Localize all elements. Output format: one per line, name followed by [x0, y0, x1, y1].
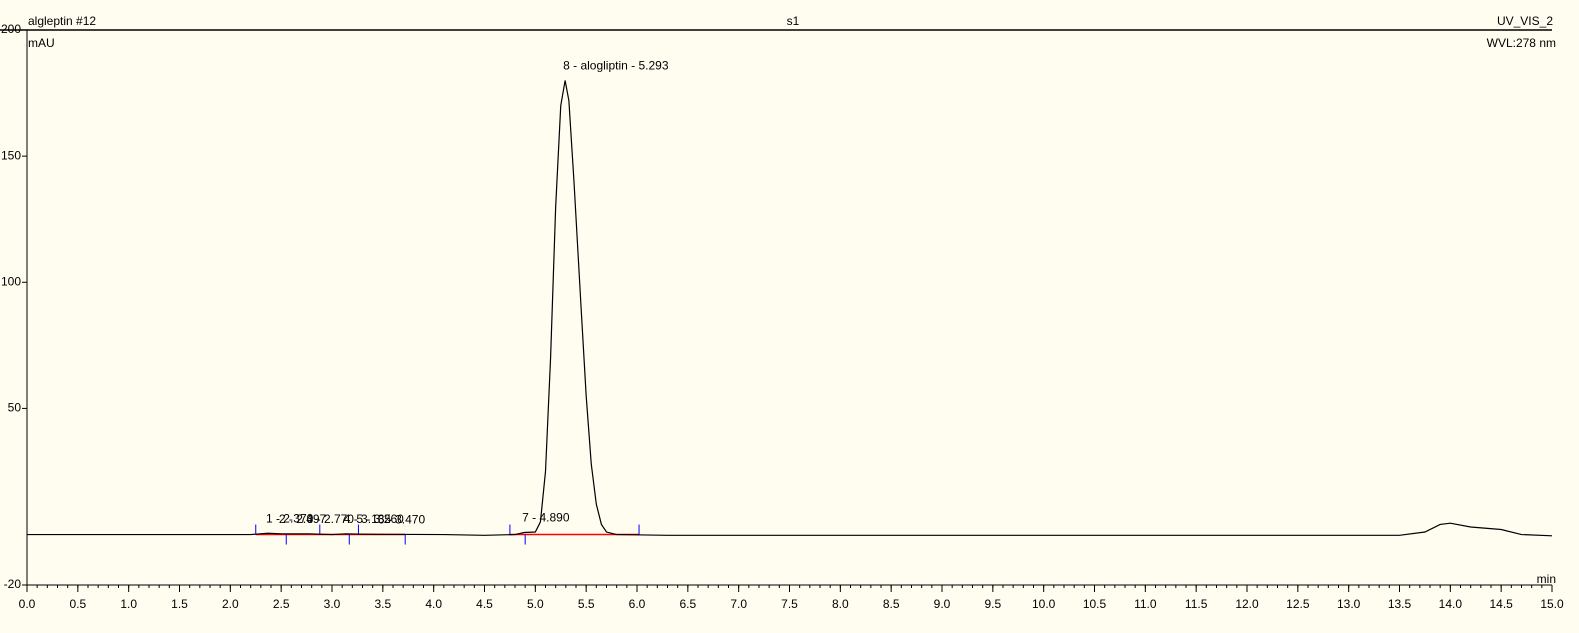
- peak-label: 8 - alogliptin - 5.293: [563, 59, 669, 73]
- y-tick-label: -20: [4, 577, 22, 591]
- x-tick-label: 13.0: [1337, 597, 1361, 611]
- x-tick-label: 12.0: [1235, 597, 1259, 611]
- x-tick-label: 3.0: [324, 597, 341, 611]
- peak-label: 5 - 3.260: [356, 512, 404, 526]
- wavelength: WVL:278 nm: [1487, 36, 1556, 50]
- x-tick-label: 14.0: [1439, 597, 1463, 611]
- y-tick-label: 50: [8, 401, 22, 415]
- x-tick-label: 5.0: [527, 597, 544, 611]
- y-tick-label: 200: [1, 22, 21, 36]
- x-tick-label: 13.5: [1388, 597, 1412, 611]
- x-tick-label: 11.5: [1185, 597, 1208, 611]
- y-tick-label: 100: [1, 274, 21, 288]
- peak-label: 4 - 3.135: [344, 512, 392, 526]
- x-tick-label: 1.0: [120, 597, 137, 611]
- x-tick-label: 3.5: [374, 597, 391, 611]
- x-tick-label: 2.5: [273, 597, 290, 611]
- x-tick-label: 5.5: [578, 597, 595, 611]
- x-tick-label: 12.5: [1286, 597, 1310, 611]
- x-tick-label: 0.5: [69, 597, 86, 611]
- x-tick-label: 9.5: [984, 597, 1001, 611]
- x-tick-label: 2.0: [222, 597, 239, 611]
- x-tick-label: 1.5: [171, 597, 188, 611]
- peak-label: 6 - 3.470: [378, 512, 426, 526]
- trace: [27, 80, 1553, 537]
- x-tick-label: 7.0: [730, 597, 747, 611]
- x-tick-label: 6.0: [629, 597, 646, 611]
- x-tick-label: 7.5: [781, 597, 798, 611]
- x-tick-label: 14.5: [1489, 597, 1513, 611]
- x-tick-label: 8.0: [832, 597, 849, 611]
- sample-title: algleptin #12: [28, 14, 96, 28]
- x-tick-label: 4.0: [425, 597, 442, 611]
- y-tick-label: 150: [1, 148, 21, 162]
- peak-label: 3 - 2.770: [307, 512, 355, 526]
- y-axis-label: mAU: [28, 36, 55, 50]
- peak-label: 7 - 4.890: [522, 511, 570, 525]
- x-axis-label: min: [1537, 572, 1556, 586]
- chart-title: s1: [787, 14, 800, 28]
- x-tick-label: 9.0: [934, 597, 951, 611]
- x-tick-label: 11.0: [1134, 597, 1157, 611]
- x-tick-label: 6.5: [679, 597, 696, 611]
- x-tick-label: 4.5: [476, 597, 493, 611]
- x-tick-label: 15.0: [1540, 597, 1564, 611]
- channel: UV_VIS_2: [1497, 14, 1553, 28]
- peak-label: 1 - 2.370: [266, 511, 314, 525]
- x-tick-label: 10.0: [1032, 597, 1056, 611]
- x-tick-label: 0.0: [19, 597, 36, 611]
- x-tick-label: 8.5: [883, 597, 900, 611]
- peak-label: 2 - 2.497: [279, 512, 327, 526]
- x-tick-label: 10.5: [1083, 597, 1107, 611]
